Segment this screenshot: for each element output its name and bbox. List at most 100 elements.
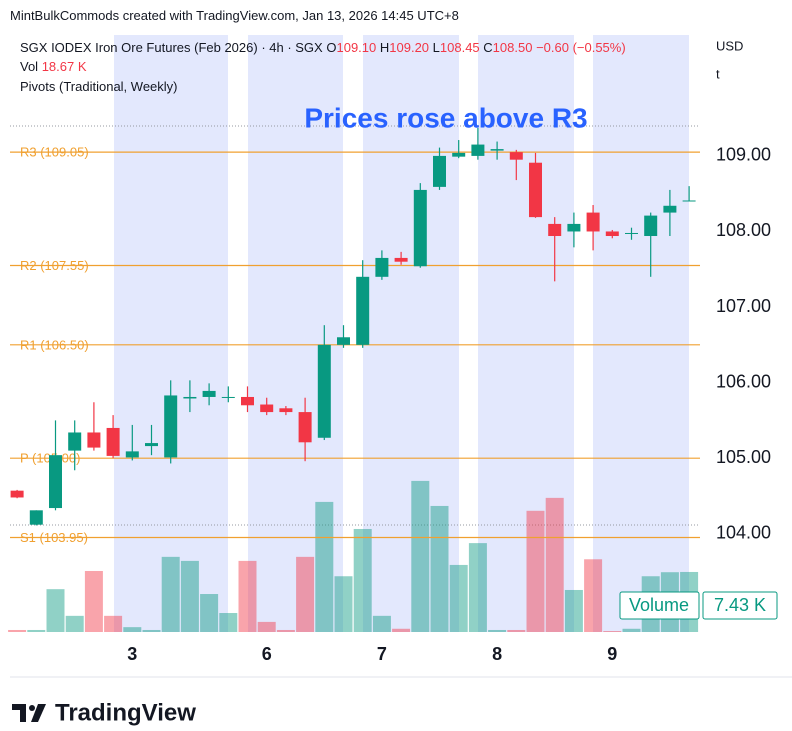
volume-bar — [430, 505, 449, 632]
volume-bar — [372, 615, 391, 632]
volume-bar — [468, 543, 487, 632]
y-tick-label: 105.00 — [716, 447, 771, 467]
volume-bar — [219, 613, 238, 632]
volume-bar — [123, 627, 142, 632]
x-tick-label: 3 — [127, 644, 137, 664]
candle-body — [317, 344, 331, 438]
volume-bar — [449, 564, 468, 632]
session-band — [593, 35, 689, 632]
y-tick-label: 109.00 — [716, 145, 771, 165]
candle-body — [625, 232, 638, 234]
c-label: C — [483, 40, 493, 55]
y-tick-label: 104.00 — [716, 522, 771, 542]
volume-bar — [161, 556, 180, 632]
pivot-label: R3 (109.05) — [20, 145, 89, 160]
y-tick-label: 106.00 — [716, 371, 771, 391]
o-label: O — [326, 40, 337, 55]
volume-bar — [200, 594, 219, 632]
volume-bar — [180, 560, 199, 632]
volume-bar — [603, 631, 622, 632]
candle-body — [490, 149, 504, 151]
volume-bar — [296, 556, 315, 632]
candle-body — [221, 396, 235, 398]
volume-value-box — [702, 591, 778, 620]
volume-bar — [564, 589, 583, 632]
currency-box[interactable] — [706, 33, 785, 60]
vol-line: Vol 18.67 K — [20, 59, 87, 74]
candle-body — [413, 189, 427, 267]
vol-label: Vol — [20, 59, 39, 74]
candle-body — [29, 510, 43, 525]
o-value: 109.10 — [336, 40, 377, 55]
candle-body — [279, 408, 293, 413]
candle-body — [548, 223, 562, 237]
candle-body — [567, 223, 581, 232]
candle-body — [529, 162, 542, 218]
candle-body — [241, 396, 254, 406]
pivot-label: S1 (103.95) — [20, 530, 88, 545]
x-tick-label: 6 — [262, 644, 272, 664]
candle-body — [183, 396, 197, 399]
candle-body — [375, 257, 389, 277]
volume-bar — [334, 576, 353, 632]
candle-body — [145, 443, 158, 447]
y-tick-label: 108.00 — [716, 220, 771, 240]
h-value: 109.20 — [389, 40, 430, 55]
change: −0.60 (−0.55%) — [536, 40, 626, 55]
logo-icon — [12, 704, 26, 722]
volume-bar — [411, 480, 430, 632]
volume-bar — [84, 570, 103, 632]
volume-bar — [238, 560, 257, 632]
symbol[interactable]: SGX IODEX Iron Ore Futures (Feb 2026) · … — [20, 40, 323, 55]
vol-value: 18.67 K — [41, 59, 87, 74]
volume-bar — [8, 629, 27, 632]
candle-body — [471, 144, 485, 156]
x-tick-label: 9 — [607, 644, 617, 664]
candle-body — [452, 152, 466, 157]
candle-body — [337, 337, 350, 345]
annotation: Prices rose above R3 — [304, 102, 587, 133]
logo: TradingView — [12, 699, 196, 726]
volume-bar — [507, 629, 526, 632]
candle-body — [644, 215, 658, 237]
logo-text: TradingView — [55, 699, 196, 726]
c-value: 108.50 — [492, 40, 533, 55]
session-band — [248, 35, 343, 632]
l-value: 108.45 — [439, 40, 480, 55]
logo-icon — [29, 705, 35, 711]
candle-body — [87, 432, 101, 448]
volume-value-label: 7.43 K — [714, 595, 766, 615]
h-label: H — [379, 40, 390, 55]
x-tick-label: 8 — [492, 644, 502, 664]
candle-body — [509, 152, 523, 160]
indicator[interactable]: Pivots (Traditional, Weekly) — [20, 79, 178, 94]
candle-body — [586, 212, 600, 232]
volume-bar — [257, 621, 276, 632]
candle-body — [356, 276, 370, 345]
volume-bar — [65, 615, 84, 632]
volume-bar — [392, 628, 411, 632]
volume-title: Volume — [629, 595, 689, 615]
x-tick-label: 7 — [377, 644, 387, 664]
candle-body — [125, 451, 139, 458]
volume-title-box — [619, 591, 700, 620]
currency[interactable]: USD — [716, 38, 743, 53]
candle-body — [260, 404, 274, 413]
l-label: L — [432, 40, 440, 55]
volume-bar — [622, 628, 641, 632]
session-band — [478, 35, 574, 632]
credit: MintBulkCommods created with TradingView… — [10, 8, 459, 23]
volume-bar — [488, 629, 507, 632]
logo-icon — [31, 704, 46, 722]
candle-body — [68, 432, 82, 451]
y-tick-label: 107.00 — [716, 296, 771, 316]
candle-body — [10, 490, 24, 498]
candle-body — [394, 257, 408, 262]
volume-bar — [46, 589, 65, 632]
candle-body — [202, 390, 216, 397]
volume-bar — [584, 559, 603, 632]
candle-body — [298, 412, 312, 443]
session-band — [114, 35, 228, 632]
